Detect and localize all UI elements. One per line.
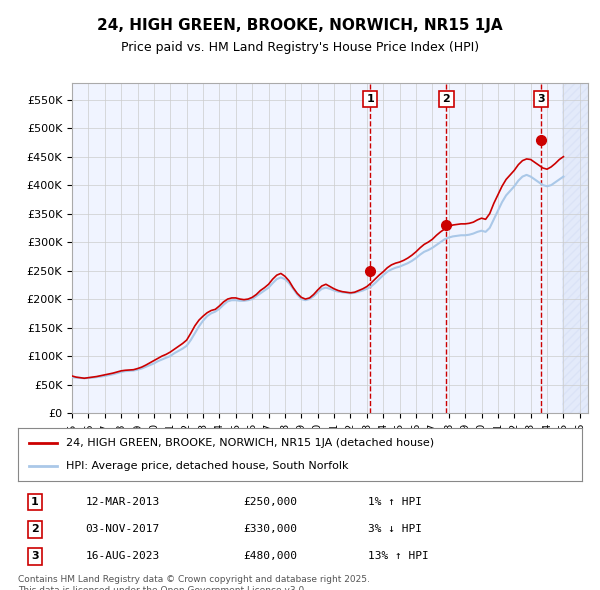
Text: £250,000: £250,000 [244,497,298,507]
Text: 1% ↑ HPI: 1% ↑ HPI [368,497,422,507]
Bar [562,83,588,413]
Text: 1: 1 [31,497,39,507]
Text: 2: 2 [442,94,450,104]
Text: 1: 1 [366,94,374,104]
Text: 12-MAR-2013: 12-MAR-2013 [86,497,160,507]
Text: £480,000: £480,000 [244,552,298,562]
Text: 3% ↓ HPI: 3% ↓ HPI [368,525,422,534]
Text: Price paid vs. HM Land Registry's House Price Index (HPI): Price paid vs. HM Land Registry's House … [121,41,479,54]
Text: 3: 3 [31,552,39,562]
Text: 16-AUG-2023: 16-AUG-2023 [86,552,160,562]
Text: 3: 3 [537,94,545,104]
Text: 13% ↑ HPI: 13% ↑ HPI [368,552,428,562]
Text: 03-NOV-2017: 03-NOV-2017 [86,525,160,534]
Text: HPI: Average price, detached house, South Norfolk: HPI: Average price, detached house, Sout… [66,461,349,471]
Text: £330,000: £330,000 [244,525,298,534]
Text: 24, HIGH GREEN, BROOKE, NORWICH, NR15 1JA: 24, HIGH GREEN, BROOKE, NORWICH, NR15 1J… [97,18,503,32]
Text: 2: 2 [31,525,39,534]
Text: Contains HM Land Registry data © Crown copyright and database right 2025.
This d: Contains HM Land Registry data © Crown c… [18,575,370,590]
Text: 24, HIGH GREEN, BROOKE, NORWICH, NR15 1JA (detached house): 24, HIGH GREEN, BROOKE, NORWICH, NR15 1J… [66,438,434,448]
